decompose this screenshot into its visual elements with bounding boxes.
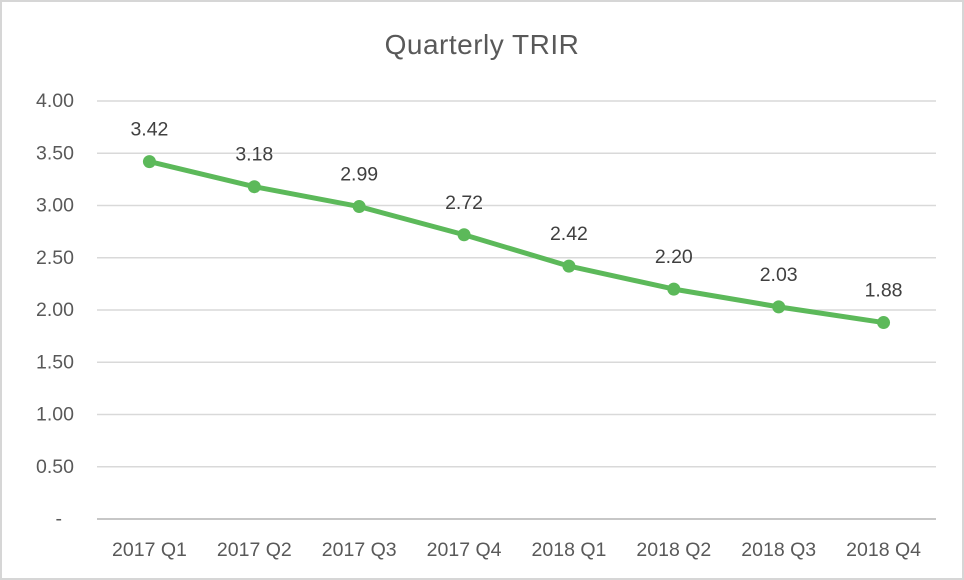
data-point-label: 2.99 <box>340 164 378 186</box>
data-point-marker <box>772 300 786 314</box>
data-point-marker <box>667 282 681 296</box>
chart-title: Quarterly TRIR <box>384 29 580 60</box>
data-point-label: 2.20 <box>655 246 693 268</box>
y-tick-label: 0.50 <box>36 456 74 478</box>
x-category-label: 2017 Q4 <box>427 539 502 561</box>
x-category-label: 2018 Q1 <box>532 539 607 561</box>
data-point-label: 3.18 <box>235 144 273 166</box>
data-point-label: 1.88 <box>865 280 903 302</box>
trir-series-line <box>146 159 887 326</box>
data-point-marker <box>142 155 156 169</box>
x-category-label: 2018 Q3 <box>741 539 816 561</box>
data-point-marker <box>247 180 261 194</box>
data-point-marker <box>877 316 891 330</box>
y-tick-label: 4.00 <box>36 90 74 112</box>
y-tick-label: 1.00 <box>36 404 74 426</box>
y-tick-label: 2.50 <box>36 247 74 269</box>
y-tick-label: 3.50 <box>36 142 74 164</box>
data-point-label: 2.03 <box>760 264 798 286</box>
x-category-label: 2017 Q2 <box>217 539 292 561</box>
y-tick-label: 3.00 <box>36 195 74 217</box>
y-tick-label: 1.50 <box>36 351 74 373</box>
x-category-label: 2018 Q4 <box>846 539 921 561</box>
data-point-marker <box>562 259 576 273</box>
data-point-label: 3.42 <box>130 119 168 141</box>
x-category-label: 2017 Q3 <box>322 539 397 561</box>
data-point-label: 2.42 <box>550 223 588 245</box>
x-category-label: 2018 Q2 <box>636 539 711 561</box>
x-category-label: 2017 Q1 <box>112 539 187 561</box>
data-point-marker <box>457 228 471 242</box>
data-point-marker <box>352 200 366 214</box>
y-tick-label: - <box>56 508 63 530</box>
data-point-label: 2.72 <box>445 192 483 214</box>
y-tick-label: 2.00 <box>36 299 74 321</box>
